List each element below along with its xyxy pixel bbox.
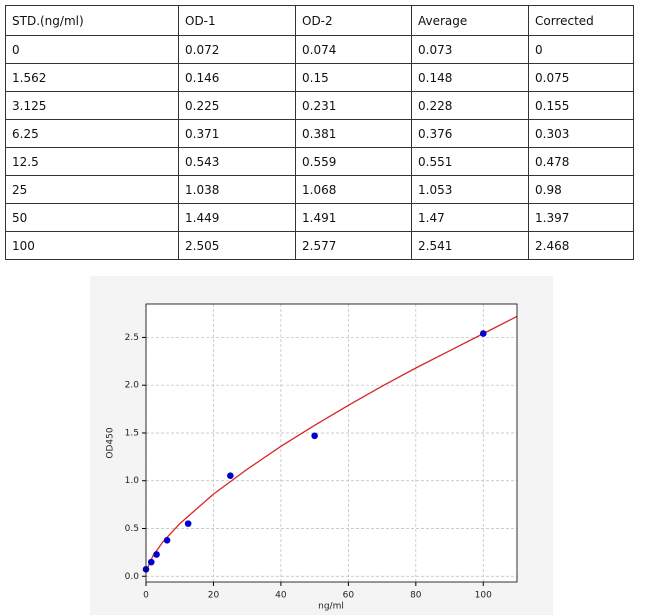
table-cell: 3.125 [5,91,179,120]
table-cell: 0.074 [295,35,412,64]
table-cell: 2.468 [528,231,634,260]
data-point [227,472,234,479]
x-axis-label: ng/ml [318,602,344,612]
x-tick-label: 100 [475,591,492,601]
table-cell: 0.559 [295,147,412,176]
table-cell: 1.068 [295,175,412,204]
table-cell: 0.371 [178,119,296,148]
table-cell: 0.146 [178,63,296,92]
table-cell: 1.038 [178,175,296,204]
table-cell: 1.053 [411,175,529,204]
chart: ng/ml OD450 0 20 40 60 80 100 0.0 0.5 1.0 1.5 2.0 2… [90,276,553,615]
table-row: 25 1.038 1.068 1.053 0.98 [5,175,634,204]
table-cell: 1.397 [528,203,634,232]
table-cell: 0 [528,35,634,64]
data-point [147,558,155,566]
data-point [311,432,318,440]
table-row: 1.562 0.146 0.15 0.148 0.075 [5,63,634,92]
header-row: STD.(ng/ml) OD-1 OD-2 Average Corrected [5,5,634,36]
table-cell: 1.449 [178,203,296,232]
table-cell: 1.491 [295,203,412,232]
x-tick-label: 20 [208,591,220,601]
table-cell: 0.155 [528,91,634,120]
table-cell: 0.376 [411,119,529,148]
data-point [153,551,160,558]
y-tick-label: 0.0 [125,572,140,582]
x-tick-label: 80 [410,591,422,601]
table-cell: 1.562 [5,63,179,92]
table-cell: 50 [5,203,179,232]
table-cell: 1.47 [411,203,529,232]
table-cell: 0.303 [528,119,634,148]
x-tick-label: 40 [275,591,287,601]
table-cell: 0.225 [178,91,296,120]
table-row: 12.5 0.543 0.559 0.551 0.478 [5,147,634,176]
table-row: 0 0.072 0.074 0.073 0 [5,35,634,64]
y-tick-label: 2.5 [125,333,139,343]
table-cell: 0.98 [528,175,634,204]
table-cell: 0.148 [411,63,529,92]
table-row: 100 2.505 2.577 2.541 2.468 [5,231,634,260]
table-cell: 0.072 [178,35,296,64]
table-cell: OD-2 [295,5,412,36]
table-cell: 25 [5,175,179,204]
y-axis-label: OD450 [106,427,116,458]
data-point [184,520,192,527]
table-cell: 0.381 [295,119,412,148]
table-cell: 2.577 [295,231,412,260]
x-tick-label: 0 [143,591,149,601]
table-row: 6.25 0.371 0.381 0.376 0.303 [5,119,634,148]
table-cell: 0.075 [528,63,634,92]
table-cell: OD-1 [178,5,296,36]
table-cell: Corrected [528,5,634,36]
table-cell: 2.505 [178,231,296,260]
x-tick-label: 60 [343,591,355,601]
table-row: 50 1.449 1.491 1.47 1.397 [5,203,634,232]
table-cell: Average [411,5,529,36]
y-tick-label: 2.0 [125,381,140,391]
table-cell: 6.25 [5,119,179,148]
data-point [163,537,171,544]
table-cell: 0.231 [295,91,412,120]
plot-frame [145,303,518,583]
table-cell: 0 [5,35,179,64]
table-cell: 0.478 [528,147,634,176]
table-row: 3.125 0.225 0.231 0.228 0.155 [5,91,634,120]
y-tick-label: 1.5 [125,428,139,438]
table-cell: 0.228 [411,91,529,120]
table-cell: 0.073 [411,35,529,64]
data-table: STD.(ng/ml) OD-1 OD-2 Average Corrected 0 0.07… [5,5,634,260]
table-cell: 0.551 [411,147,529,176]
data-point [479,330,487,337]
table-cell: 0.543 [178,147,296,176]
table-cell: 12.5 [5,147,179,176]
plot-area [146,304,517,582]
table-cell: 100 [5,231,179,260]
y-tick-label: 1.0 [125,476,140,486]
table-cell: STD.(ng/ml) [5,5,179,36]
table-cell: 0.15 [295,63,412,92]
y-tick-label: 0.5 [125,524,139,534]
table-cell: 2.541 [411,231,529,260]
